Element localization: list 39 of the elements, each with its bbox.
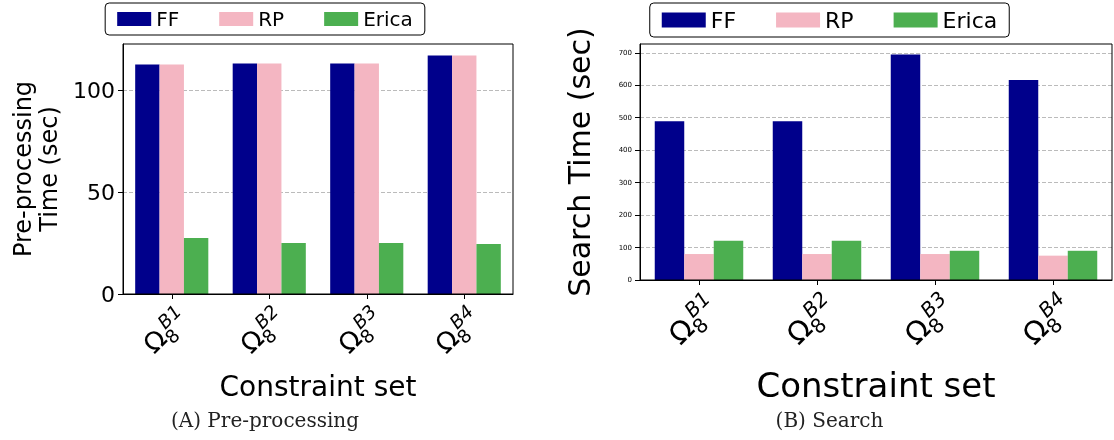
bar (476, 244, 501, 294)
bar (232, 63, 258, 294)
x-axis-title: Constraint set (219, 369, 417, 403)
bar (713, 240, 744, 280)
x-axis-title: Constraint set (756, 365, 996, 405)
text: (A) Pre-processing (170, 408, 360, 432)
legend-label: FF (710, 7, 737, 33)
bar (452, 55, 477, 294)
y-tick-label: 50 (87, 179, 115, 205)
bar (354, 63, 379, 294)
bar (257, 63, 282, 294)
y-axis-title: Search Time (sec) (562, 27, 597, 297)
bar (1038, 255, 1068, 280)
y-tick-label: 100 (73, 77, 115, 103)
y-tick-label: 0 (101, 281, 115, 307)
bar (831, 240, 862, 280)
bar (281, 243, 306, 294)
bar (330, 63, 355, 294)
bar (183, 237, 209, 294)
bar (378, 243, 404, 294)
legend-label: RP (258, 7, 285, 31)
bar (684, 254, 714, 280)
legend-label: FF (156, 7, 180, 31)
legend-label: Erica (942, 7, 998, 33)
bar (654, 121, 685, 280)
bar (1067, 250, 1098, 280)
bar (427, 55, 453, 294)
bar (949, 250, 980, 280)
bar (890, 54, 921, 280)
bar (1008, 80, 1039, 280)
legend-label: RP (825, 7, 854, 33)
bar (772, 121, 803, 280)
bar (159, 64, 184, 294)
text: (B) Search (775, 408, 884, 432)
bar (135, 64, 160, 294)
y-axis-title: Pre-processing Time (sec) (8, 80, 63, 258)
bar (920, 254, 950, 280)
bar (802, 254, 832, 280)
legend-label: Erica (363, 7, 413, 31)
